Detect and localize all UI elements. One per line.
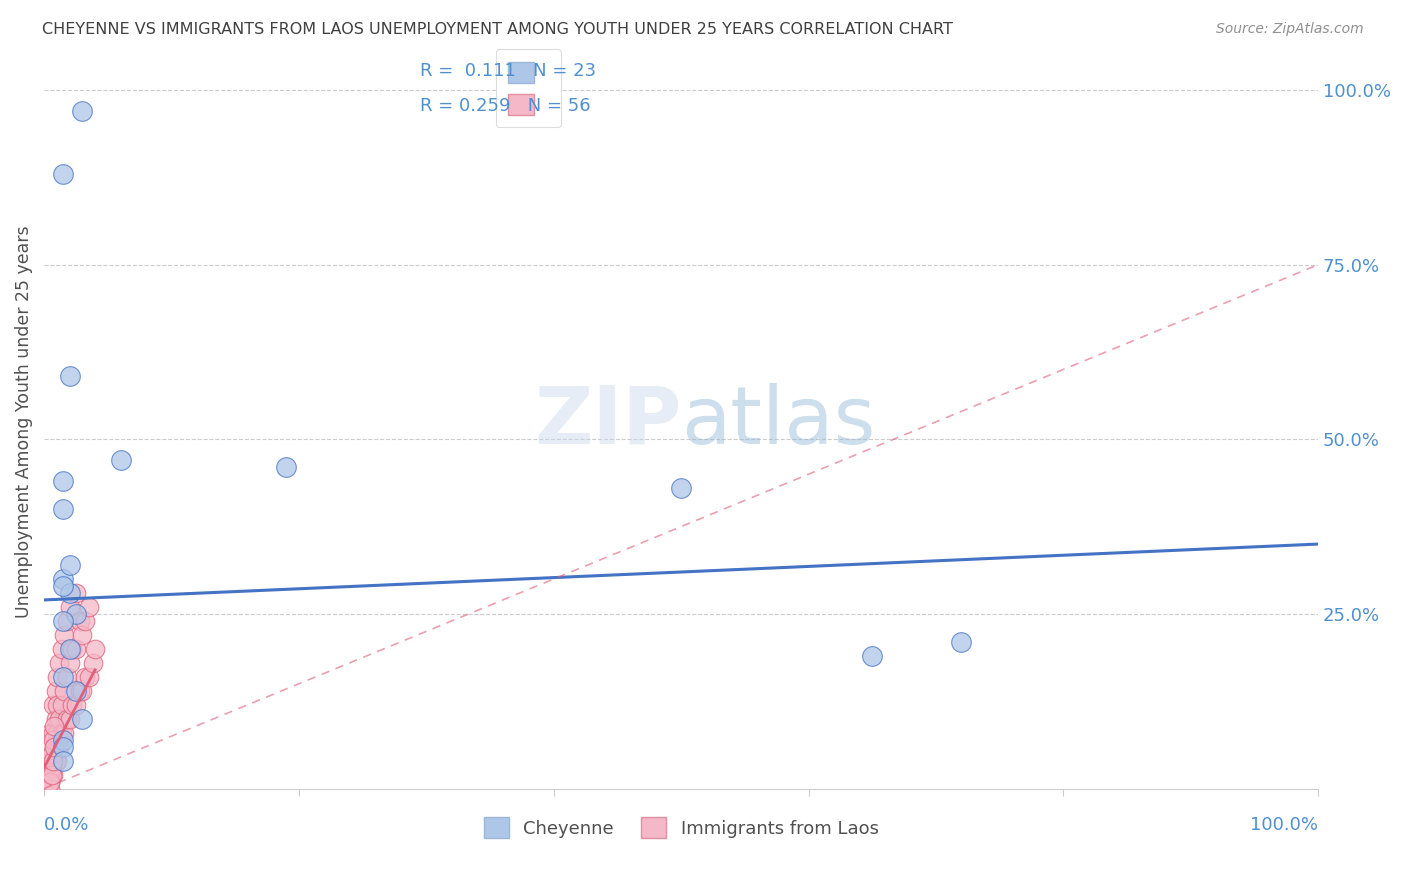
Point <box>53 725 76 739</box>
Point <box>45 670 67 684</box>
Point <box>669 481 692 495</box>
Point <box>60 641 83 656</box>
Point <box>56 712 79 726</box>
Point <box>52 502 75 516</box>
Point <box>52 732 75 747</box>
Point <box>58 369 80 384</box>
Text: Source: ZipAtlas.com: Source: ZipAtlas.com <box>1216 22 1364 37</box>
Point <box>42 698 65 712</box>
Point <box>42 725 65 739</box>
Point <box>69 683 91 698</box>
Point <box>42 767 65 781</box>
Point <box>39 754 62 768</box>
Point <box>48 656 70 670</box>
Point <box>45 683 67 698</box>
Point <box>77 599 100 614</box>
Text: atlas: atlas <box>681 383 876 461</box>
Point <box>51 641 73 656</box>
Point <box>52 670 75 684</box>
Point <box>52 474 75 488</box>
Point <box>52 614 75 628</box>
Point <box>41 767 63 781</box>
Point <box>39 774 62 789</box>
Point <box>72 712 94 726</box>
Text: R = 0.259   N = 56: R = 0.259 N = 56 <box>420 97 591 115</box>
Point <box>82 656 104 670</box>
Point <box>56 670 79 684</box>
Legend: Cheyenne, Immigrants from Laos: Cheyenne, Immigrants from Laos <box>477 810 886 846</box>
Point <box>110 453 132 467</box>
Point <box>45 754 67 768</box>
Text: ZIP: ZIP <box>534 383 681 461</box>
Point <box>48 712 70 726</box>
Point <box>56 614 79 628</box>
Text: R =  0.111   N = 23: R = 0.111 N = 23 <box>420 62 596 79</box>
Point <box>58 599 80 614</box>
Point <box>65 698 87 712</box>
Point <box>950 635 973 649</box>
Point <box>65 586 87 600</box>
Text: 100.0%: 100.0% <box>1250 816 1319 835</box>
Point <box>52 754 75 768</box>
Y-axis label: Unemployment Among Youth under 25 years: Unemployment Among Youth under 25 years <box>15 226 32 618</box>
Point <box>51 698 73 712</box>
Point <box>58 712 80 726</box>
Point <box>72 628 94 642</box>
Point <box>53 683 76 698</box>
Point <box>42 754 65 768</box>
Point <box>52 579 75 593</box>
Point <box>39 781 62 796</box>
Point <box>69 614 91 628</box>
Point <box>51 725 73 739</box>
Point <box>860 648 883 663</box>
Point <box>60 698 83 712</box>
Point <box>53 628 76 642</box>
Point <box>84 641 107 656</box>
Point <box>42 754 65 768</box>
Point <box>58 656 80 670</box>
Point <box>72 103 94 118</box>
Text: 0.0%: 0.0% <box>44 816 90 835</box>
Point <box>42 732 65 747</box>
Point <box>72 683 94 698</box>
Point <box>45 712 67 726</box>
Point <box>58 558 80 572</box>
Point <box>39 725 62 739</box>
Point <box>52 167 75 181</box>
Text: CHEYENNE VS IMMIGRANTS FROM LAOS UNEMPLOYMENT AMONG YOUTH UNDER 25 YEARS CORRELA: CHEYENNE VS IMMIGRANTS FROM LAOS UNEMPLO… <box>42 22 953 37</box>
Point <box>65 641 87 656</box>
Point <box>45 739 67 754</box>
Point <box>44 719 66 733</box>
Point <box>45 725 67 739</box>
Point <box>45 698 67 712</box>
Point <box>39 767 62 781</box>
Point <box>65 683 87 698</box>
Point <box>48 739 70 754</box>
Point <box>39 739 62 754</box>
Point <box>58 641 80 656</box>
Point <box>45 754 67 768</box>
Point <box>276 460 298 475</box>
Point <box>41 747 63 761</box>
Point <box>65 607 87 621</box>
Point <box>41 761 63 775</box>
Point <box>58 586 80 600</box>
Point <box>44 739 66 754</box>
Point <box>73 670 96 684</box>
Point <box>52 572 75 586</box>
Point <box>39 774 62 789</box>
Point <box>77 670 100 684</box>
Point <box>73 614 96 628</box>
Point <box>52 739 75 754</box>
